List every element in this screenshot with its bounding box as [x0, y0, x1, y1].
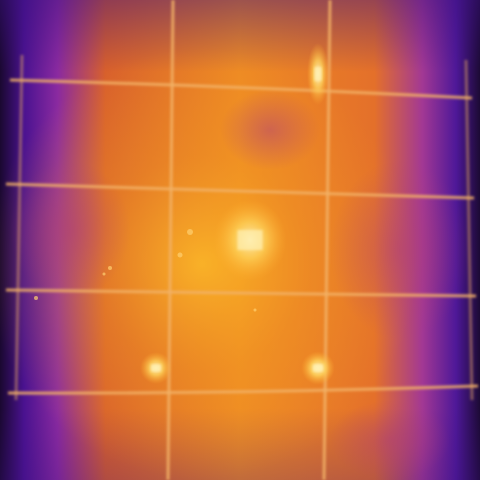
warm-speck — [177, 252, 183, 258]
grid-line-horizontal — [9, 78, 473, 100]
warm-specks — [34, 229, 257, 312]
warm-speck — [34, 296, 38, 300]
cool-patch — [220, 90, 320, 170]
cool-patch — [330, 160, 470, 340]
warm-speck — [108, 266, 112, 270]
warm-speck — [187, 229, 193, 235]
hotspot-layer — [140, 42, 335, 385]
warm-speck — [102, 272, 106, 276]
warm-speck — [253, 308, 257, 312]
hotspot-lower-left-cell-core — [151, 364, 161, 372]
grid-line-horizontal — [5, 288, 477, 298]
grid-line-vertical — [322, 0, 332, 480]
grid-line-horizontal — [7, 384, 479, 395]
grid-line-vertical — [464, 59, 474, 401]
panel-grid — [5, 0, 479, 480]
cool-patch — [330, 400, 450, 480]
grid-line-vertical — [14, 54, 24, 401]
hotspot-center-cell-core — [237, 230, 263, 250]
cool-patch — [10, 160, 130, 300]
grid-line-vertical — [166, 0, 175, 480]
hotspot-top-right-cell-core — [314, 67, 322, 81]
grid-line-horizontal — [5, 182, 475, 200]
hotspot-lower-right-cell-core — [313, 364, 323, 372]
